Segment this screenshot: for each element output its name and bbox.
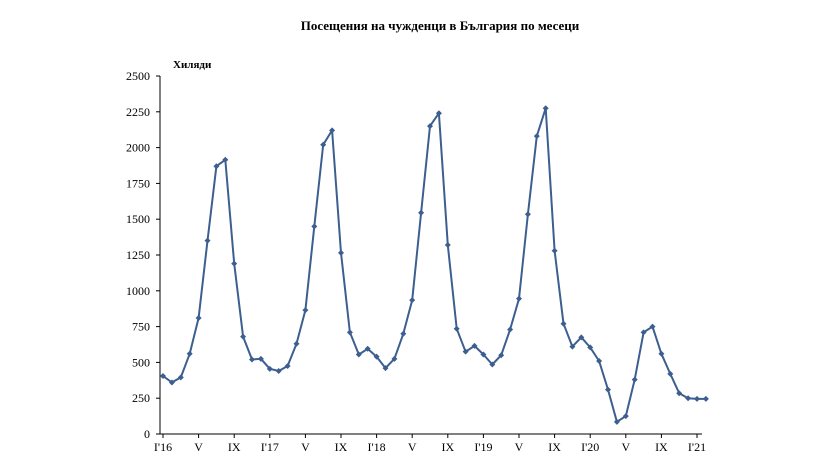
- y-tick-label: 0: [144, 427, 150, 441]
- data-point-marker: [355, 351, 362, 358]
- data-point-marker: [533, 133, 540, 140]
- data-point-marker: [293, 340, 300, 347]
- data-point-marker: [640, 329, 647, 336]
- y-tick-label: 500: [132, 355, 150, 369]
- x-tick-label: IX: [228, 440, 241, 454]
- x-tick-label: V: [194, 440, 203, 454]
- x-tick-label: I'16: [154, 440, 172, 454]
- x-tick-label: V: [408, 440, 417, 454]
- data-point-marker: [186, 350, 193, 357]
- data-point-marker: [560, 320, 567, 327]
- y-axis-ticks: 0 250 500 750 1000 1250 1500 1750 2000 2250 2500: [126, 69, 160, 441]
- data-point-marker: [240, 333, 247, 340]
- data-point-marker: [622, 413, 629, 420]
- data-point-marker: [418, 209, 425, 216]
- y-tick-label: 750: [132, 320, 150, 334]
- y-axis-unit-label: Хиляди: [173, 59, 212, 71]
- y-tick-label: 1750: [126, 176, 150, 190]
- data-point-marker: [471, 342, 478, 349]
- data-point-marker: [551, 247, 558, 254]
- series-visits: [160, 105, 709, 425]
- data-point-marker: [284, 362, 291, 369]
- data-point-marker: [649, 323, 656, 330]
- series-line: [162, 107, 706, 423]
- data-point-marker: [320, 141, 327, 148]
- data-point-marker: [435, 110, 442, 117]
- data-point-marker: [694, 395, 700, 402]
- data-point-marker: [542, 105, 549, 112]
- data-point-marker: [587, 344, 594, 351]
- chart-title: Посещения на чужденци в България по месе…: [301, 18, 580, 33]
- data-point-marker: [249, 356, 255, 363]
- data-point-marker: [391, 355, 398, 362]
- x-tick-label: IX: [655, 440, 668, 454]
- data-point-marker: [578, 334, 585, 341]
- data-point-marker: [177, 374, 184, 381]
- y-tick-label: 250: [132, 391, 150, 405]
- data-point-marker: [204, 237, 211, 244]
- data-point-marker: [257, 355, 264, 362]
- data-point-marker: [311, 223, 318, 230]
- data-point-marker: [667, 370, 674, 377]
- data-point-marker: [498, 352, 505, 359]
- x-tick-label: IX: [441, 440, 454, 454]
- y-tick-label: 2250: [126, 105, 150, 119]
- x-tick-label: I'20: [581, 440, 599, 454]
- data-point-marker: [516, 295, 522, 302]
- data-point-marker: [569, 343, 576, 350]
- data-point-marker: [302, 307, 309, 314]
- data-point-marker: [702, 395, 709, 402]
- data-point-marker: [222, 156, 229, 163]
- data-point-marker: [195, 315, 202, 322]
- x-tick-label: I'21: [688, 440, 706, 454]
- data-point-marker: [373, 353, 380, 360]
- y-tick-label: 2500: [126, 69, 150, 83]
- y-tick-label: 1500: [126, 212, 150, 226]
- data-point-marker: [605, 386, 611, 393]
- data-point-marker: [275, 367, 282, 374]
- data-point-marker: [453, 325, 460, 332]
- data-point-marker: [231, 260, 238, 267]
- data-point-marker: [507, 326, 514, 333]
- data-point-marker: [596, 357, 603, 364]
- data-point-marker: [346, 329, 353, 336]
- data-point-marker: [400, 330, 407, 337]
- x-tick-label: I'19: [474, 440, 492, 454]
- data-point-marker: [338, 249, 344, 256]
- data-point-marker: [444, 241, 451, 248]
- data-point-marker: [676, 390, 683, 397]
- x-tick-label: IX: [548, 440, 561, 454]
- data-point-marker: [168, 379, 175, 386]
- data-point-marker: [160, 373, 166, 380]
- data-point-marker: [658, 350, 665, 357]
- data-point-marker: [524, 211, 531, 218]
- x-tick-label: V: [301, 440, 310, 454]
- y-tick-label: 1250: [126, 248, 150, 262]
- data-point-marker: [613, 418, 620, 425]
- data-point-marker: [364, 345, 371, 352]
- x-tick-label: I'18: [368, 440, 386, 454]
- data-point-marker: [329, 127, 336, 134]
- y-tick-label: 2000: [126, 141, 150, 155]
- data-point-marker: [266, 365, 273, 372]
- data-point-marker: [631, 376, 638, 383]
- data-point-marker: [382, 365, 389, 372]
- x-tick-label: V: [621, 440, 630, 454]
- y-tick-label: 1000: [126, 284, 150, 298]
- data-point-marker: [409, 297, 416, 304]
- data-point-marker: [213, 163, 220, 170]
- data-point-marker: [427, 123, 433, 130]
- data-point-marker: [462, 348, 469, 355]
- data-point-marker: [685, 395, 692, 402]
- x-tick-label: IX: [335, 440, 348, 454]
- x-axis-ticks: I'16 V IX I'17 V IX I'18 V IX I'19 V IX I'20 V IX I'21: [154, 434, 706, 454]
- x-tick-label: I'17: [261, 440, 279, 454]
- x-tick-label: V: [515, 440, 524, 454]
- data-point-marker: [480, 351, 487, 358]
- data-point-marker: [489, 361, 496, 368]
